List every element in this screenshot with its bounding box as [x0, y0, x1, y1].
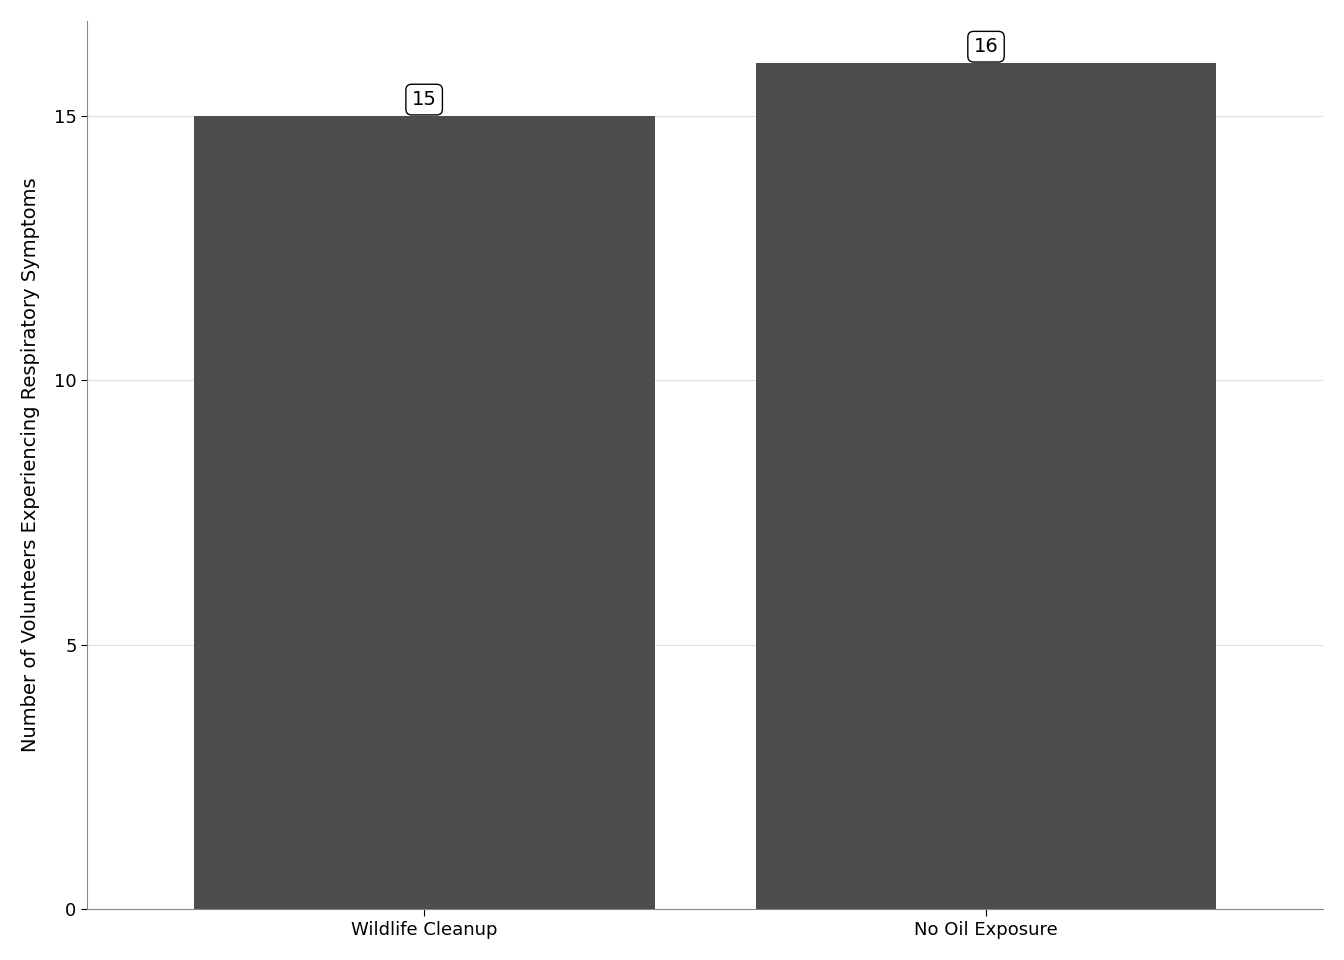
Y-axis label: Number of Volunteers Experiencing Respiratory Symptoms: Number of Volunteers Experiencing Respir…: [22, 178, 40, 753]
Text: 16: 16: [973, 37, 999, 57]
Text: 15: 15: [411, 90, 437, 109]
Bar: [194, 116, 655, 909]
Bar: [755, 63, 1216, 909]
